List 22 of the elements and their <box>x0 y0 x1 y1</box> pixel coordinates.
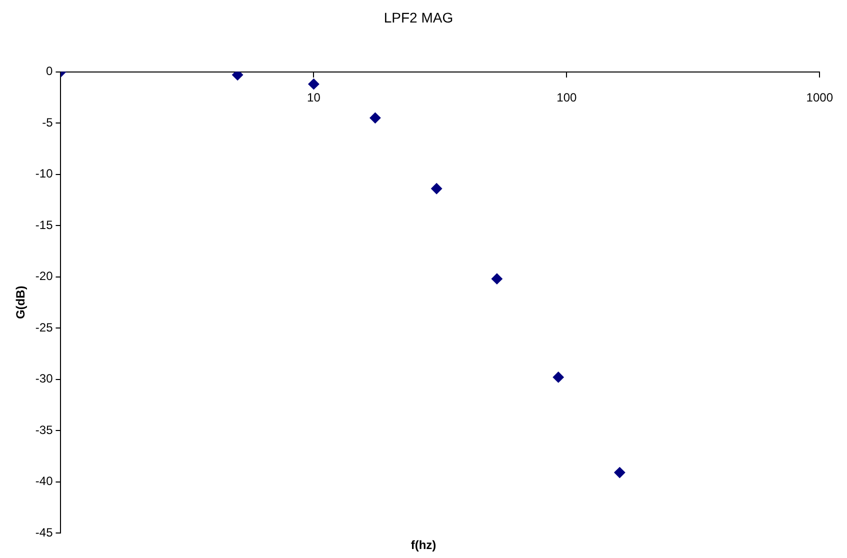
y-tick-label: -5 <box>42 115 54 130</box>
y-tick-label: -20 <box>35 269 54 284</box>
point <box>431 183 442 194</box>
point <box>614 467 626 478</box>
y-axis-title: G(dB) <box>14 286 28 320</box>
y-tick-label: -30 <box>35 372 54 386</box>
point <box>370 112 381 124</box>
y-tick-label: -15 <box>35 218 54 232</box>
y-tick-label: -10 <box>35 166 54 181</box>
x-tick-label: 1000 <box>806 90 834 104</box>
y-tick-label: -25 <box>35 320 54 334</box>
point <box>552 372 564 383</box>
point <box>491 273 502 284</box>
x-tick-label: 10 <box>307 90 321 104</box>
y-tick-label: -35 <box>35 422 54 437</box>
point <box>308 78 320 90</box>
x-tick-label: 100 <box>556 90 578 104</box>
y-tick-label: -40 <box>35 474 54 488</box>
x-axis-title: f(hz) <box>410 538 438 552</box>
chart-title: LPF2 MAG <box>384 9 454 26</box>
y-tick-label: -45 <box>35 525 54 540</box>
y-tick-label: 0 <box>46 64 54 78</box>
